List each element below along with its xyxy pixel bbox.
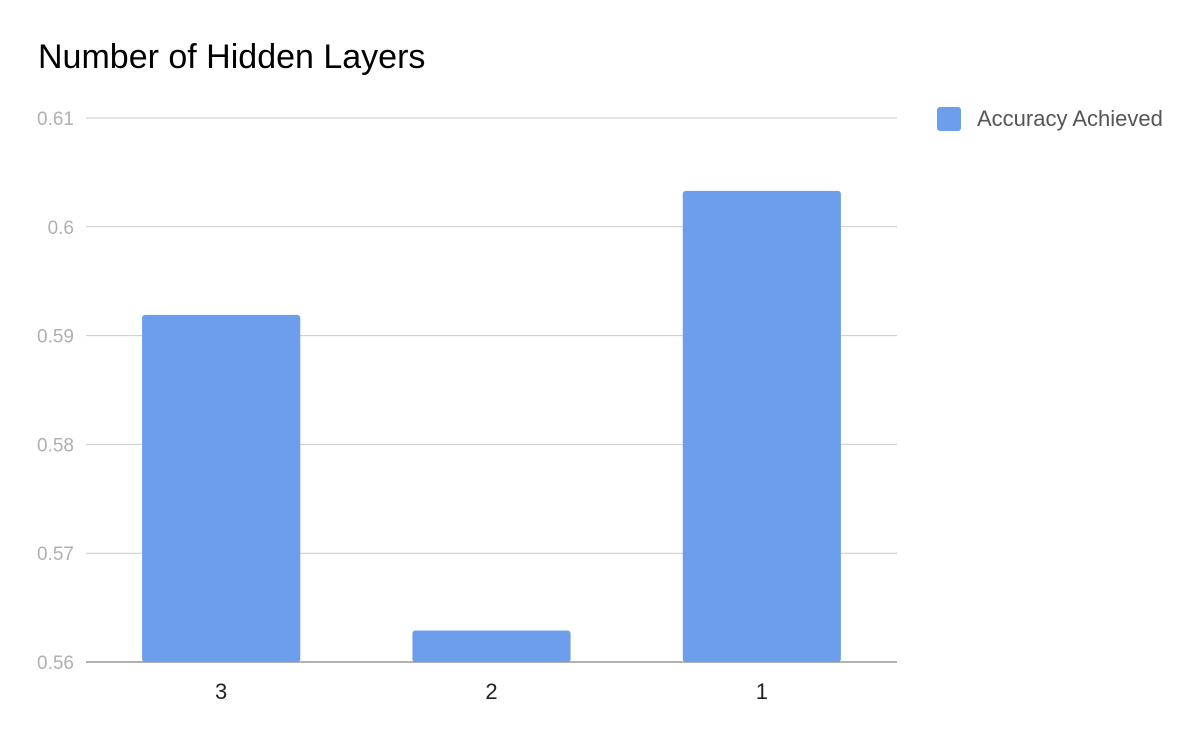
x-axis-ticks: 3 2 1 [215, 679, 768, 704]
bar-2 [412, 630, 571, 662]
x-tick-label: 1 [756, 679, 768, 704]
x-tick-label: 2 [485, 679, 497, 704]
chart-title: Number of Hidden Layers [38, 38, 426, 76]
bar-3 [142, 314, 301, 662]
legend-swatch [937, 107, 961, 131]
bar-1 [682, 190, 841, 662]
y-tick-label: 0.58 [37, 435, 74, 456]
y-tick-label: 0.6 [48, 218, 74, 239]
legend-label: Accuracy Achieved [977, 106, 1163, 131]
x-tick-label: 3 [215, 679, 227, 704]
y-axis-ticks: 0.56 0.57 0.58 0.59 0.6 0.61 [37, 109, 74, 674]
y-tick-label: 0.61 [37, 109, 74, 130]
y-tick-label: 0.57 [37, 544, 74, 565]
y-tick-label: 0.59 [37, 327, 74, 348]
legend: Accuracy Achieved [937, 106, 1163, 132]
bars [142, 190, 841, 662]
y-tick-label: 0.56 [37, 653, 74, 674]
